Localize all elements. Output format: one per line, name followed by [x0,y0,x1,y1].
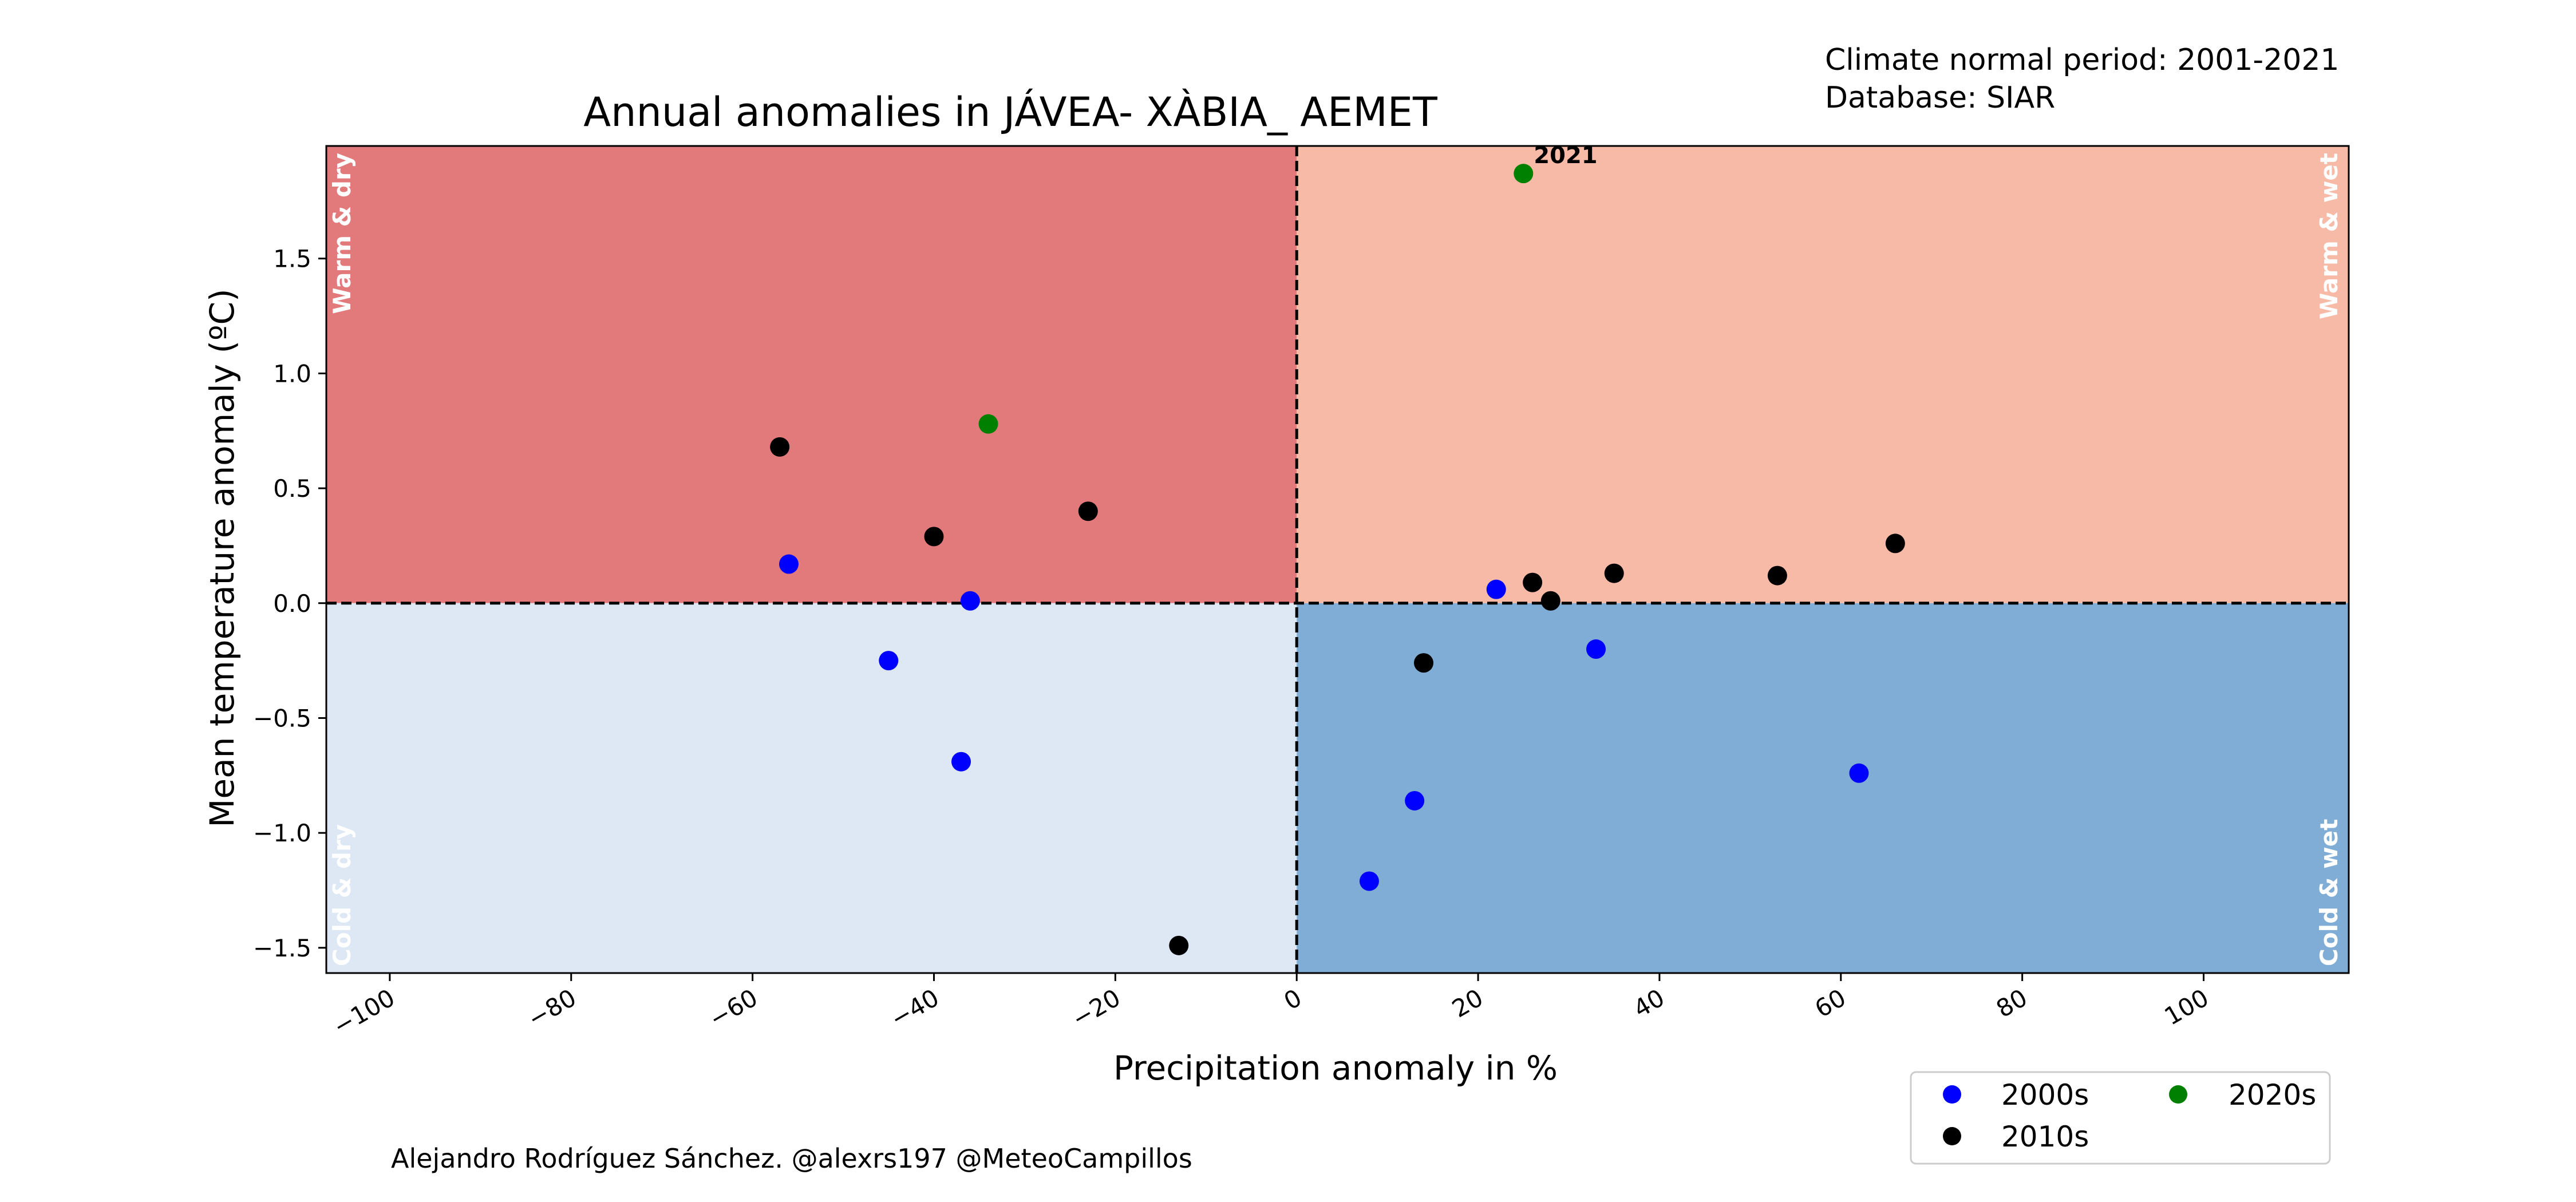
x-tick-label: 20 [1447,983,1488,1023]
legend-marker-2010s [1943,1127,1961,1145]
legend-label-2020s: 2020s [2229,1078,2316,1112]
legend: 2000s 2020s 2010s [1910,1071,2331,1165]
quadrant-cold-dry [326,603,1297,973]
data-point-2010s [1604,563,1624,583]
quadrant-label: Warm & dry [328,153,356,314]
y-tick-label: −1.5 [253,934,311,962]
data-point-2000s [1586,639,1606,659]
data-point-2010s [1767,566,1787,586]
x-tick-label: 40 [1629,983,1669,1023]
data-point-2000s [951,752,971,772]
data-point-2020s [978,414,998,434]
x-tick-label: 100 [2160,983,2214,1031]
x-tick-label: −60 [704,983,762,1033]
data-points: 2021 [770,143,1905,955]
legend-frame [1910,1071,2331,1165]
legend-marker-2000s [1943,1085,1961,1104]
data-point-2000s [1849,763,1869,783]
data-point-2000s [1486,579,1506,599]
quadrant-label: Cold & dry [328,824,356,966]
quadrant-cold-wet [1297,603,2349,973]
data-point-2010s [924,527,944,547]
chart-title: Annual anomalies in JÁVEA- XÀBIA_ AEMET [583,89,1437,136]
quadrant-label: Cold & wet [2315,819,2343,966]
y-tick-label: −1.0 [253,819,311,847]
quadrant-label: Warm & wet [2315,153,2343,319]
x-axis-label: Precipitation anomaly in % [1113,1049,1558,1088]
y-axis-ticks: −1.5 −1.0 −0.5 0.0 0.5 1.0 1.5 [253,245,326,962]
legend-marker-2020s [2169,1085,2187,1104]
header-info-line1: Climate normal period: 2001-2021 [1825,43,2340,77]
x-axis-ticks: −100 −80 −60 −40 −20 0 20 40 60 80 100 [328,973,2214,1041]
data-point-2000s [779,554,799,574]
data-point-2000s [879,651,899,671]
x-tick-label: 80 [1992,983,2032,1023]
zero-reference-lines [326,146,2349,973]
data-point-2010s [770,437,790,457]
data-point-2010s [1885,533,1905,553]
credit-text: Alejandro Rodríguez Sánchez. @alexrs197 … [391,1143,1192,1174]
header-info-line2: Database: SIAR [1825,81,2055,115]
quadrant-backgrounds [326,146,2349,973]
y-tick-label: 0.5 [273,475,311,503]
quadrant-warm-dry [326,146,1297,603]
y-tick-label: 1.5 [273,245,311,273]
data-point-2010s [1169,935,1189,955]
data-point-2010s [1540,591,1560,611]
data-point-2000s [1359,871,1379,891]
data-point-2010s [1523,572,1543,592]
data-point-2010s [1414,653,1434,673]
data-point-2020s [1514,164,1534,184]
data-point-2010s [1078,501,1098,521]
data-point-2000s [960,591,980,611]
x-tick-label: −40 [886,983,943,1033]
quadrant-warm-wet [1297,146,2349,603]
quadrant-labels: Warm & dry Warm & wet Cold & dry Cold & wet [328,153,2343,966]
y-axis-label: Mean temperature anomaly (ºC) [203,288,242,827]
legend-label-2000s: 2000s [2001,1078,2089,1112]
x-tick-label: 60 [1810,983,1851,1023]
y-tick-label: −0.5 [253,704,311,732]
x-tick-label: −80 [523,983,580,1033]
data-point-2000s [1405,790,1425,810]
x-tick-label: 0 [1279,983,1307,1015]
plot-frame [325,145,2350,974]
data-point-label: 2021 [1534,143,1597,169]
legend-label-2010s: 2010s [2001,1120,2089,1153]
x-tick-label: −100 [328,983,399,1041]
y-tick-label: 0.0 [273,590,311,618]
y-tick-label: 1.0 [273,359,311,388]
x-tick-label: −20 [1067,983,1125,1033]
